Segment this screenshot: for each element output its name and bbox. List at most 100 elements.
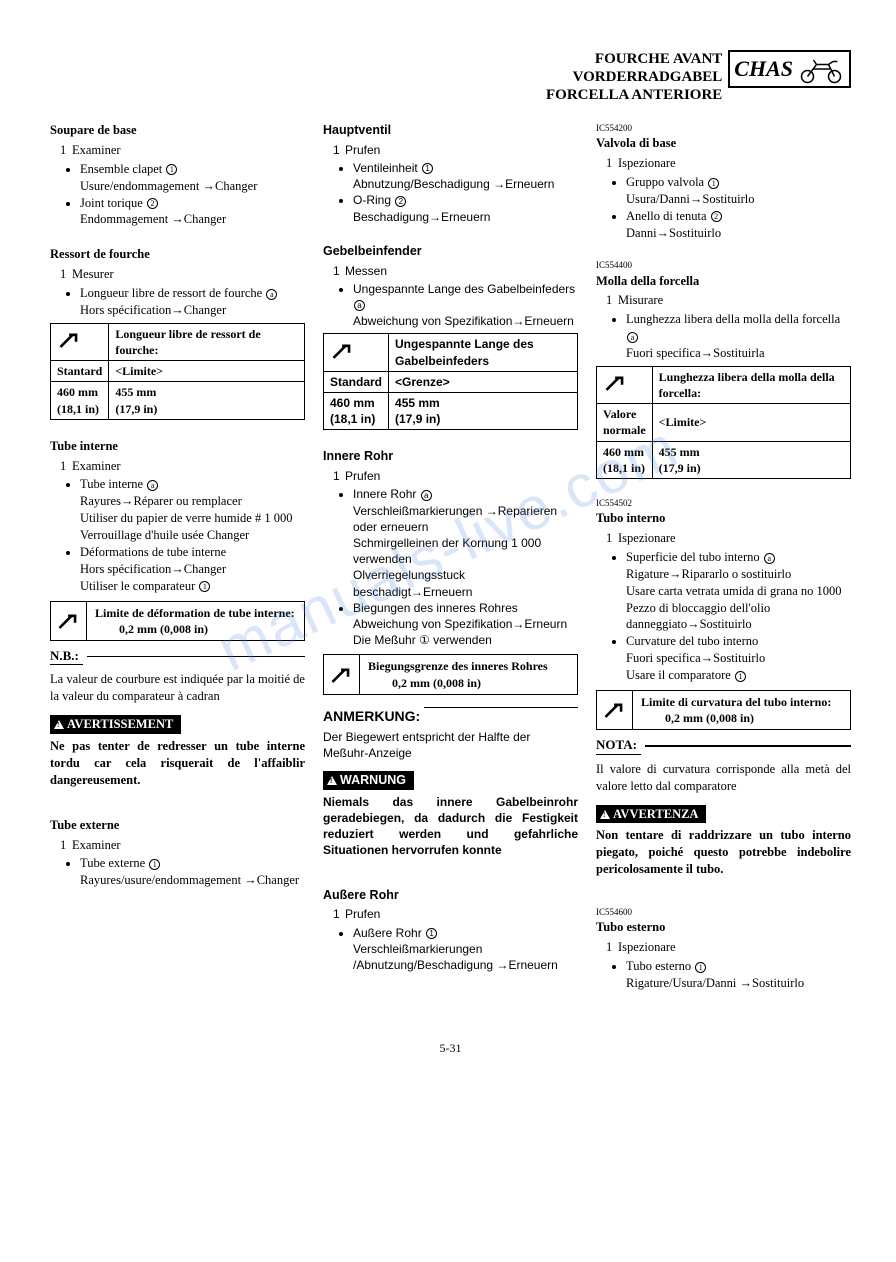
fr-tube-externe: Tube externe 1Examiner Tube externe 1 Ra… bbox=[50, 817, 305, 890]
ref-a-icon: a bbox=[627, 332, 638, 343]
warning-label: AVVERTENZA bbox=[613, 806, 698, 823]
step-label: Ispezionare bbox=[618, 940, 676, 954]
step: 1Examiner bbox=[60, 837, 305, 854]
fr-tube-interne: Tube interne 1Examiner Tube interne a Ra… bbox=[50, 438, 305, 789]
bullet-text: Gruppo valvola bbox=[626, 175, 704, 189]
bullet-text: Lunghezza libera della molla della force… bbox=[626, 312, 840, 326]
sub-text: Hors spécification→Changer bbox=[80, 303, 226, 317]
spec-table: Longueur libre de ressort de fourche: St… bbox=[50, 323, 305, 420]
bullet-text: Biegungen des inneres Rohres bbox=[353, 601, 518, 615]
cell: 455 mm(17,9 in) bbox=[109, 382, 305, 419]
wrench-icon bbox=[57, 329, 83, 351]
cell: 460 mm(18,1 in) bbox=[51, 382, 109, 419]
sub-text: Verrouillage d'huile usée Changer bbox=[80, 528, 249, 542]
sub-text: Usare carta vetrata umida di grana no 10… bbox=[626, 584, 842, 598]
sub-text: Endommagement →Changer bbox=[80, 212, 226, 226]
section-title: Ressort de fourche bbox=[50, 246, 305, 263]
step-label: Examiner bbox=[72, 838, 121, 852]
bullet: Tubo esterno 1 Rigature/Usura/Danni →Sos… bbox=[626, 958, 851, 992]
section-title: Tube externe bbox=[50, 817, 305, 834]
section-title: IC554502Tubo interno bbox=[596, 497, 851, 527]
sub-text: Usare il comparatore bbox=[626, 668, 731, 682]
bullet-text: Tubo esterno bbox=[626, 959, 691, 973]
warning-box: AVVERTENZA bbox=[596, 805, 706, 824]
step-label: Messen bbox=[345, 264, 387, 278]
rule-line bbox=[645, 745, 851, 747]
ref-2-icon: 2 bbox=[711, 211, 722, 222]
sub-text: Abnutzung/Beschadigung →Erneuern bbox=[353, 177, 554, 191]
step: 1Mesurer bbox=[60, 266, 305, 283]
rule-line bbox=[87, 656, 305, 658]
sub-text: Olverriegelungsstuck beschadigt→Erneuern bbox=[353, 568, 472, 598]
rule-line bbox=[424, 707, 578, 708]
step: 1Examiner bbox=[60, 142, 305, 159]
title-de: VORDERRADGABEL bbox=[546, 68, 722, 86]
ref-a-icon: a bbox=[354, 300, 365, 311]
bullet-text: O-Ring bbox=[353, 193, 391, 207]
section-code: IC554502 bbox=[596, 497, 851, 509]
bullet-text: Ungespannte Lange des Gabelbeinfeders bbox=[353, 282, 575, 296]
tool-icon-cell bbox=[324, 655, 360, 693]
warning-box: AVERTISSEMENT bbox=[50, 715, 181, 734]
ref-a-icon: a bbox=[764, 553, 775, 564]
bullet: Außere Rohr 1 Verschleißmarkierungen /Ab… bbox=[353, 925, 578, 974]
section-code: IC554200 bbox=[596, 122, 851, 134]
sub-text: Verschleißmarkierungen /Abnutzung/Bescha… bbox=[353, 942, 558, 972]
warning-label: AVERTISSEMENT bbox=[67, 716, 173, 733]
section-title: IC554200Valvola di base bbox=[596, 122, 851, 152]
title-fr: FOURCHE AVANT bbox=[546, 50, 722, 68]
step-label: Mesurer bbox=[72, 267, 114, 281]
section-code: IC554400 bbox=[596, 259, 851, 271]
step: 1Prufen bbox=[333, 468, 578, 484]
page-number: 5-31 bbox=[50, 1040, 851, 1056]
section-title: IC554600Tubo esterno bbox=[596, 906, 851, 936]
ref-1-icon: 1 bbox=[166, 164, 177, 175]
bullet: Biegungen des inneres Rohres Abweichung … bbox=[353, 600, 578, 649]
de-innere-rohr: Innere Rohr 1Prufen Innere Rohr a Versch… bbox=[323, 448, 578, 858]
col-header: <Grenze> bbox=[389, 371, 578, 392]
it-tubo-interno: IC554502Tubo interno 1Ispezionare Superf… bbox=[596, 497, 851, 878]
table-header: Longueur libre de ressort de fourche: bbox=[109, 323, 305, 360]
bullet-text: Curvature del tubo interno bbox=[626, 634, 758, 648]
col-header: <Limite> bbox=[652, 404, 850, 441]
content-columns: Soupare de base 1Examiner Ensemble clape… bbox=[50, 122, 851, 1010]
bullet-text: Innere Rohr bbox=[353, 487, 416, 501]
cell: 460 mm(18,1 in) bbox=[324, 393, 389, 430]
col-header: <Limite> bbox=[109, 361, 305, 382]
sub-text: Beschadigung→Erneuern bbox=[353, 210, 490, 224]
spec-table: Lunghezza libera della molla della force… bbox=[596, 366, 851, 479]
section-title: Tube interne bbox=[50, 438, 305, 455]
column-french: Soupare de base 1Examiner Ensemble clape… bbox=[50, 122, 305, 1010]
limit-text: Limite de déformation de tube interne: 0… bbox=[87, 602, 303, 640]
step: 1Ispezionare bbox=[606, 939, 851, 956]
sub-text: Danni→Sostituirlo bbox=[626, 226, 721, 240]
note-heading: N.B.: bbox=[50, 647, 83, 666]
sub-text: Schmirgelleinen der Kornung 1 000 verwen… bbox=[353, 536, 541, 566]
bullet: Longueur libre de ressort de fourche a H… bbox=[80, 285, 305, 319]
step-label: Ispezionare bbox=[618, 156, 676, 170]
warning-icon bbox=[54, 720, 64, 729]
sub-text: Rayures→Réparer ou remplacer bbox=[80, 494, 242, 508]
fr-ressort: Ressort de fourche 1Mesurer Longueur lib… bbox=[50, 246, 305, 419]
limit-box: Limite de déformation de tube interne: 0… bbox=[50, 601, 305, 641]
bullet: Anello di tenuta 2 Danni→Sostituirlo bbox=[626, 208, 851, 242]
sub-text: Abweichung von Spezifikation→Erneuern bbox=[353, 314, 574, 328]
step: 1Messen bbox=[333, 263, 578, 279]
ref-1-icon: 1 bbox=[708, 178, 719, 189]
it-molla: IC554400Molla della forcella 1Misurare L… bbox=[596, 259, 851, 479]
col-header: Stantard bbox=[51, 361, 109, 382]
bullet: Déformations de tube interne Hors spécif… bbox=[80, 544, 305, 595]
warning-label: WARNUNG bbox=[340, 772, 406, 789]
ref-a-icon: a bbox=[147, 480, 158, 491]
wrench-icon bbox=[330, 340, 356, 362]
note-text: La valeur de courbure est indiquée par l… bbox=[50, 671, 305, 705]
chas-box: CHAS bbox=[728, 50, 851, 88]
step: 1Ispezionare bbox=[606, 155, 851, 172]
bullet-text: Anello di tenuta bbox=[626, 209, 707, 223]
ref-1-icon: 1 bbox=[199, 581, 210, 592]
step: 1Misurare bbox=[606, 292, 851, 309]
tool-icon-cell bbox=[324, 334, 389, 371]
bullet: Superficie del tubo interno a Rigature→R… bbox=[626, 549, 851, 633]
section-title: Gebelbeinfender bbox=[323, 243, 578, 260]
sub-text: Fuori specifica→Sostituirla bbox=[626, 346, 765, 360]
